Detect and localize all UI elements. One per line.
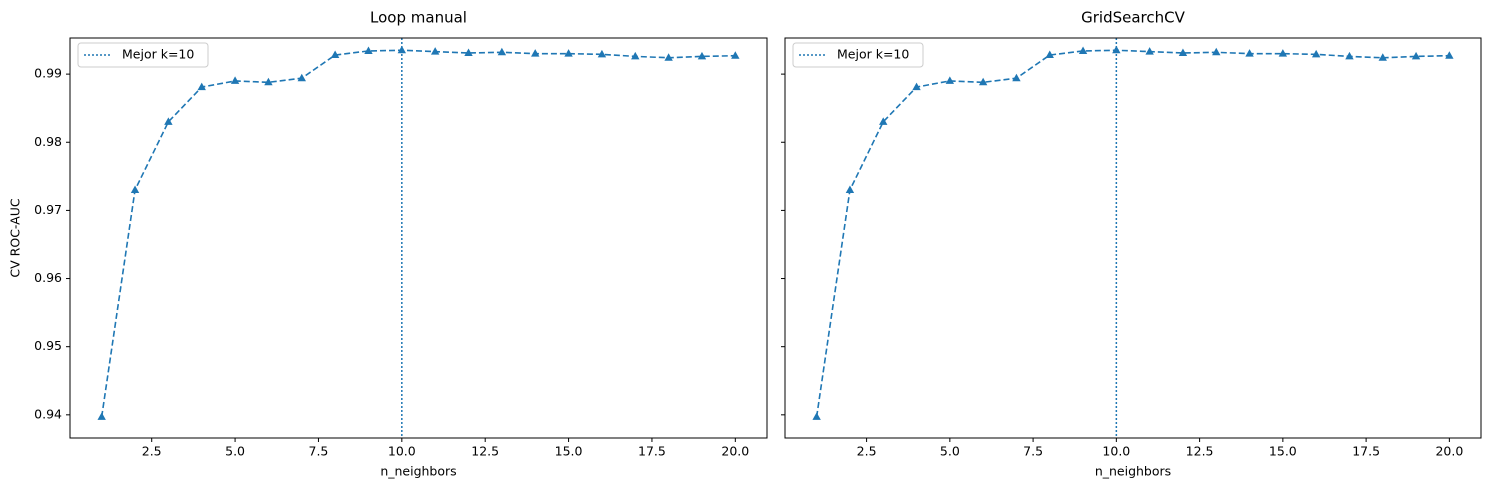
y-tick-label: 0.94 bbox=[34, 406, 62, 421]
marker bbox=[1378, 53, 1387, 61]
marker bbox=[879, 117, 888, 125]
x-tick-label: 17.5 bbox=[1352, 444, 1380, 459]
marker bbox=[812, 412, 821, 420]
marker bbox=[364, 46, 373, 54]
y-tick-label: 0.99 bbox=[34, 66, 62, 81]
x-tick-label: 5.0 bbox=[940, 444, 960, 459]
marker bbox=[697, 51, 707, 60]
marker bbox=[912, 82, 921, 91]
marker bbox=[264, 77, 273, 86]
x-tick-label: 15.0 bbox=[1269, 444, 1297, 459]
x-tick-label: 5.0 bbox=[225, 444, 245, 459]
marker bbox=[1012, 73, 1021, 82]
x-tick-label: 7.5 bbox=[309, 444, 329, 459]
marker bbox=[564, 49, 573, 57]
marker bbox=[945, 76, 955, 84]
marker bbox=[97, 412, 106, 420]
marker bbox=[430, 47, 440, 55]
marker bbox=[230, 76, 240, 84]
x-tick-label: 12.5 bbox=[1186, 444, 1214, 459]
marker bbox=[1078, 46, 1088, 54]
marker bbox=[130, 185, 140, 193]
marker bbox=[197, 82, 206, 91]
x-tick-label: 15.0 bbox=[555, 444, 583, 459]
y-tick-label: 0.98 bbox=[34, 134, 62, 149]
x-tick-label: 10.0 bbox=[388, 444, 416, 459]
x-tick-label: 7.5 bbox=[1023, 444, 1043, 459]
y-axis-label: CV ROC-AUC bbox=[8, 198, 23, 277]
x-axis-label: n_neighbors bbox=[380, 464, 456, 479]
legend-box bbox=[77, 42, 209, 68]
marker bbox=[631, 51, 640, 60]
marker bbox=[1145, 47, 1154, 55]
marker bbox=[497, 47, 507, 56]
data-line bbox=[815, 49, 1450, 417]
data-line bbox=[100, 49, 736, 417]
x-tick-label: 10.0 bbox=[1102, 444, 1130, 459]
x-tick-label: 2.5 bbox=[142, 444, 162, 459]
x-tick-label: 2.5 bbox=[857, 444, 877, 459]
x-tick-label: 20.0 bbox=[721, 444, 749, 459]
marker bbox=[1112, 45, 1121, 54]
marker bbox=[297, 73, 306, 82]
marker bbox=[978, 77, 988, 86]
marker bbox=[1245, 49, 1254, 57]
marker bbox=[1445, 51, 1454, 59]
x-tick-label: 12.5 bbox=[471, 444, 499, 459]
legend-label: Mejor k=10 bbox=[837, 47, 909, 62]
marker bbox=[1045, 50, 1054, 59]
x-axis-label: n_neighbors bbox=[1095, 464, 1171, 479]
marker bbox=[531, 49, 540, 57]
y-tick-label: 0.95 bbox=[34, 338, 62, 353]
chart-title: Loop manual bbox=[370, 9, 467, 27]
marker bbox=[1411, 51, 1421, 60]
x-tick-label: 20.0 bbox=[1435, 444, 1463, 459]
axes-frame bbox=[69, 37, 768, 439]
axes-frame bbox=[784, 37, 1482, 439]
marker bbox=[664, 53, 673, 61]
marker bbox=[1278, 49, 1288, 57]
legend-label: Mejor k=10 bbox=[122, 47, 194, 62]
marker bbox=[1311, 49, 1321, 58]
marker bbox=[597, 49, 607, 58]
marker bbox=[845, 185, 855, 193]
marker bbox=[397, 45, 407, 54]
marker bbox=[164, 117, 173, 125]
marker bbox=[464, 48, 473, 56]
marker bbox=[1212, 47, 1221, 56]
marker bbox=[1345, 51, 1354, 60]
marker bbox=[1178, 48, 1188, 56]
legend-box bbox=[792, 42, 924, 68]
marker bbox=[330, 50, 340, 59]
chart-title: GridSearchCV bbox=[1081, 9, 1185, 27]
y-tick-label: 0.97 bbox=[34, 202, 62, 217]
x-tick-label: 17.5 bbox=[638, 444, 666, 459]
marker bbox=[731, 51, 740, 59]
y-tick-label: 0.96 bbox=[34, 270, 62, 285]
